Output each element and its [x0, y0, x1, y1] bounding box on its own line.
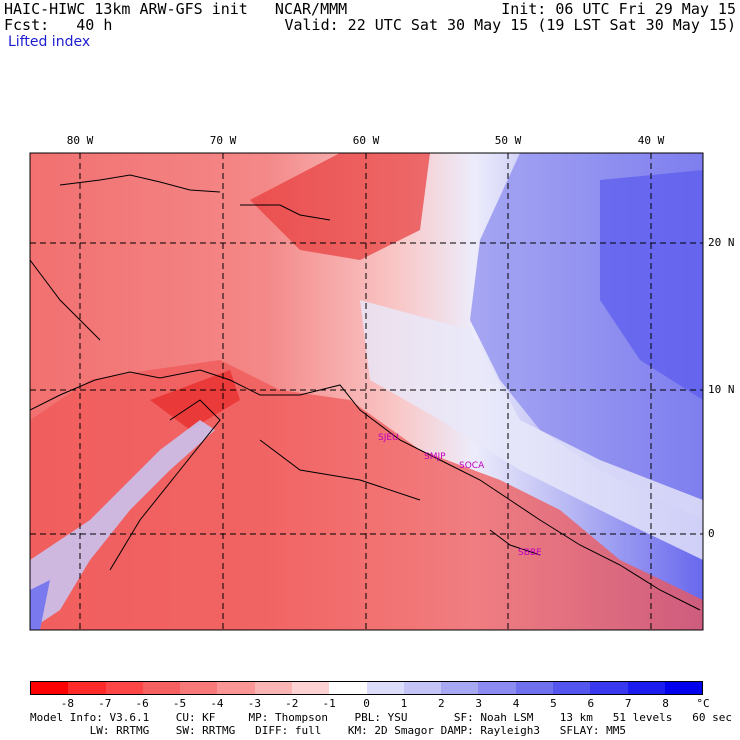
north-unstable-region	[250, 153, 430, 260]
colorbar-swatch	[291, 682, 330, 694]
colorbar-swatch	[105, 682, 143, 694]
lat-label-20n: 20 N	[708, 236, 735, 249]
colorbar-label: -3	[247, 697, 261, 710]
cuba-coastline	[59, 174, 221, 193]
field-name: Lifted index	[8, 34, 91, 50]
graticule	[30, 153, 703, 630]
central-america-coastline	[30, 259, 101, 341]
colorbar-label: 5	[550, 697, 557, 710]
colorbar-swatch	[441, 682, 479, 694]
map-frame	[29, 152, 704, 631]
colorbar-swatch	[180, 682, 218, 694]
colorbar-label: 7	[624, 697, 632, 710]
colorbar-label: -1	[322, 697, 336, 710]
amazon-delta	[489, 529, 541, 556]
colorbar-swatch	[142, 682, 181, 694]
south-america-coastline	[30, 369, 701, 611]
colorbar-swatch	[552, 682, 591, 694]
andes-stable-strip	[30, 420, 215, 630]
colorbar-swatch	[68, 682, 106, 694]
lon-label-50w: 50 W	[494, 134, 522, 147]
country-border	[259, 439, 421, 501]
colorbar-label: 4	[512, 697, 520, 710]
colorbar-swatch	[664, 682, 703, 694]
colorbar	[30, 681, 703, 695]
lon-label-80w: 80 W	[66, 134, 94, 147]
colorbar-swatch	[403, 682, 442, 694]
station-smjp: SMJP	[424, 452, 446, 462]
forecast-hour: Fcst: 40 h	[4, 16, 113, 34]
colorbar-label: 3	[475, 697, 482, 710]
colorbar-label: -7	[98, 697, 112, 710]
colorbar-label: 1	[400, 697, 408, 710]
lat-label-equator: 0	[708, 527, 715, 540]
station-sjeu: SJEU	[378, 433, 399, 443]
strong-instability	[150, 370, 240, 430]
neutral-band	[360, 300, 703, 560]
colorbar-label: 2	[437, 697, 445, 710]
model-info-line1: Model Info: V3.6.1 CU: KF MP: Thompson P…	[30, 711, 732, 724]
colorbar-label: 0	[363, 697, 370, 710]
lon-label-60w: 60 W	[352, 134, 380, 147]
lat-label-10n: 10 N	[708, 383, 735, 396]
colorbar-label: -8	[60, 697, 74, 710]
valid-time: Valid: 22 UTC Sat 30 May 15 (19 LST Sat …	[284, 16, 736, 34]
colorbar-swatch	[366, 682, 404, 694]
colorbar-swatch	[478, 682, 516, 694]
colorbar-swatch	[590, 682, 628, 694]
colorbar-swatch	[515, 682, 553, 694]
lon-label-40w: 40 W	[637, 134, 665, 147]
station-sbbe: SBBE	[518, 548, 542, 558]
model-info-line2: LW: RRTMG SW: RRTMG DIFF: full KM: 2D Sm…	[30, 724, 627, 737]
map-title: HAIC-HIWC 13km ARW-GFS init NCAR/MMM	[4, 0, 348, 18]
andes-border	[109, 399, 221, 571]
colorbar-unit: °C	[696, 697, 710, 710]
colorbar-label: -5	[172, 697, 187, 710]
colorbar-label: -2	[285, 697, 299, 710]
lon-label-70w: 70 W	[209, 134, 237, 147]
init-time: Init: 06 UTC Fri 29 May 15	[501, 0, 736, 18]
colorbar-swatch	[627, 682, 665, 694]
colorbar-swatch	[329, 682, 367, 694]
pacific-stable	[30, 580, 50, 630]
colorbar-swatch	[254, 682, 292, 694]
colorbar-label: 8	[662, 697, 669, 710]
station-soca: SOCA	[459, 461, 485, 471]
colorbar-label: 6	[587, 697, 595, 710]
colorbar-label: -6	[135, 697, 149, 710]
colorbar-swatch	[217, 682, 255, 694]
hispaniola-coastline	[240, 204, 331, 221]
colorbar-label: -4	[210, 697, 224, 710]
colorbar-swatch	[31, 682, 69, 694]
